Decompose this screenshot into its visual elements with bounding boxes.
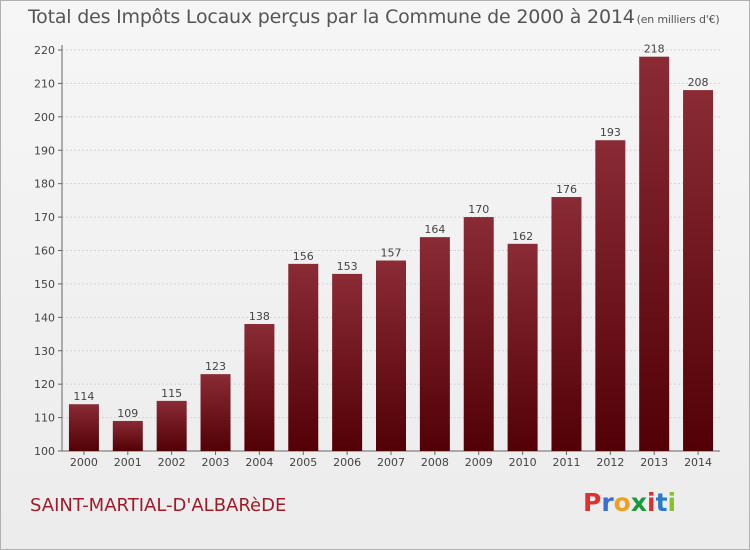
y-tick-label: 100 — [34, 445, 55, 458]
y-tick-label: 220 — [34, 44, 55, 57]
logo-letter: i — [647, 488, 656, 517]
bar — [288, 263, 319, 451]
bar — [332, 273, 363, 451]
x-tick-label: 2009 — [465, 456, 493, 469]
y-tick-label: 170 — [34, 211, 55, 224]
y-tick-label: 190 — [34, 144, 55, 157]
y-tick-label: 150 — [34, 278, 55, 291]
bar-value-label: 153 — [337, 260, 358, 273]
x-tick-label: 2010 — [509, 456, 537, 469]
bar — [112, 420, 143, 451]
x-tick-label: 2001 — [114, 456, 142, 469]
bar-value-label: 208 — [688, 76, 709, 89]
y-tick-label: 140 — [34, 311, 55, 324]
x-tick-label: 2008 — [421, 456, 449, 469]
bar — [507, 243, 538, 451]
logo-letter: x — [630, 488, 647, 517]
logo-letter: P — [583, 488, 602, 517]
labels: 100 110 120 130 140 150 160 170 180 190 200 210 220 1… — [34, 43, 712, 469]
bar — [595, 140, 626, 451]
bar — [683, 90, 714, 451]
x-tick-label: 2006 — [333, 456, 361, 469]
bar — [244, 324, 275, 451]
y-tick-label: 110 — [34, 412, 55, 425]
x-tick-label: 2013 — [640, 456, 668, 469]
x-tick-label: 2003 — [202, 456, 230, 469]
bar-value-label: 218 — [644, 43, 665, 56]
bar — [463, 217, 494, 451]
chart-unit: (en milliers d'€) — [636, 13, 720, 26]
bar-value-label: 123 — [205, 360, 226, 373]
y-tick-label: 120 — [34, 378, 55, 391]
proxiti-logo[interactable]: Proxiti — [583, 488, 676, 517]
bar — [551, 197, 582, 451]
logo-letter: o — [613, 488, 631, 517]
y-tick-label: 180 — [34, 178, 55, 191]
y-tick-label: 210 — [34, 77, 55, 90]
bars — [68, 56, 714, 451]
y-tick-label: 160 — [34, 245, 55, 258]
bar-value-label: 114 — [73, 390, 94, 403]
logo-letter: i — [667, 488, 677, 517]
bar-value-label: 170 — [468, 203, 489, 216]
bar-value-label: 176 — [556, 183, 577, 196]
bar — [156, 400, 187, 451]
chart-title-text: Total des Impôts Locaux perçus par la Co… — [28, 6, 635, 28]
bar-value-label: 164 — [424, 223, 445, 236]
x-tick-label: 2002 — [158, 456, 186, 469]
bar-value-label: 115 — [161, 387, 182, 400]
y-tick-label: 200 — [34, 111, 55, 124]
x-tick-label: 2000 — [70, 456, 98, 469]
bar — [419, 237, 450, 451]
x-tick-label: 2005 — [289, 456, 317, 469]
y-tick-label: 130 — [34, 345, 55, 358]
bar-value-label: 157 — [381, 247, 402, 260]
commune-name: SAINT-MARTIAL-D'ALBARèDE — [30, 495, 287, 516]
bar-value-label: 193 — [600, 126, 621, 139]
x-tick-label: 2012 — [596, 456, 624, 469]
x-tick-label: 2007 — [377, 456, 405, 469]
x-tick-label: 2014 — [684, 456, 712, 469]
x-tick-label: 2004 — [245, 456, 273, 469]
logo-letter: r — [601, 488, 614, 517]
logo-letter: t — [655, 488, 668, 517]
bar — [639, 56, 670, 451]
chart-title: Total des Impôts Locaux perçus par la Co… — [28, 6, 720, 28]
bar — [200, 374, 231, 451]
bar — [68, 404, 99, 451]
bar-value-label: 138 — [249, 310, 270, 323]
bar-value-label: 162 — [512, 230, 533, 243]
bar — [376, 260, 406, 451]
x-tick-label: 2011 — [552, 456, 580, 469]
bar-value-label: 156 — [293, 250, 314, 263]
bar-value-label: 109 — [117, 407, 138, 420]
